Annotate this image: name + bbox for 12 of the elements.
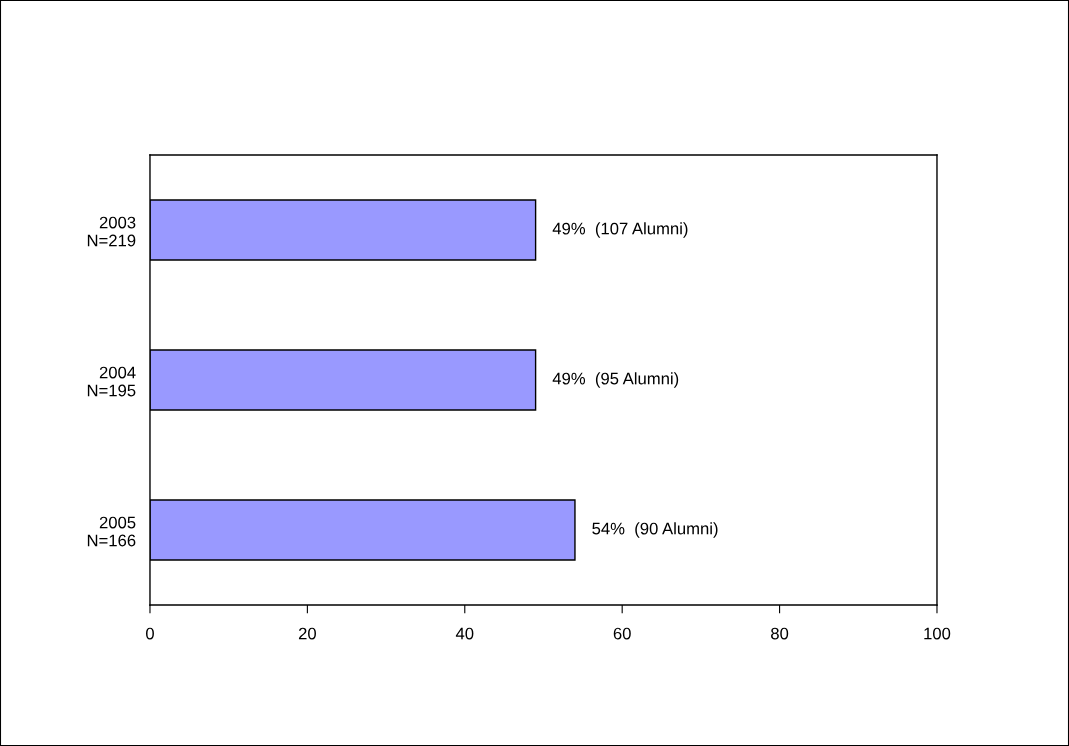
data-label: 49% (107 Alumni) [552, 222, 688, 238]
y-tick-label: 2004 N=195 [87, 366, 136, 397]
y-tick-label: 2003 N=219 [87, 216, 136, 247]
x-tick-label: 60 [613, 627, 631, 640]
data-label: 49% (95 Alumni) [552, 372, 679, 388]
x-tick-label: 80 [771, 627, 789, 640]
x-tick-label: 20 [298, 627, 316, 640]
y-tick-label: 2005 N=166 [87, 516, 136, 547]
x-tick-label: 100 [924, 627, 951, 640]
data-label: 54% (90 Alumni) [592, 522, 718, 538]
x-tick-label: 40 [455, 627, 474, 640]
x-tick-label: 0 [146, 627, 154, 640]
